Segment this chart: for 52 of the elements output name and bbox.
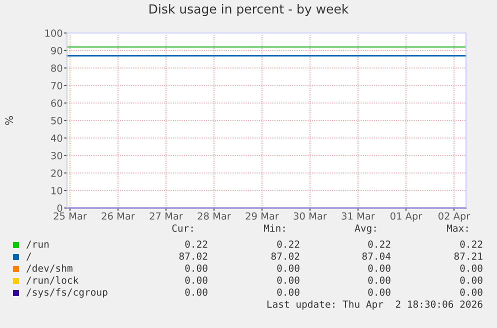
text: 87.02 [271,252,300,260]
y-tick-label: 30 [51,152,62,160]
y-tick-label: 80 [51,64,62,72]
y-tick-label: 40 [50,134,62,142]
text: 0.00 [460,264,482,272]
legend-label: /run/lock [26,276,79,285]
text: 87.21 [454,252,482,260]
y-tick-label: 60 [51,99,62,107]
text: 0.00 [277,288,300,296]
legend-label: /sys/fs/cgroup [26,288,108,298]
text: 0.00 [368,276,390,284]
y-tick-label: 20 [51,169,62,177]
text: 0.00 [277,264,300,272]
x-tick-label: 25 Mar [54,212,87,220]
y-axis-title: % [5,116,14,125]
text: 0.00 [277,276,300,284]
text: Max: [446,224,468,232]
text: 0.00 [460,288,482,296]
text: Min: [264,224,285,232]
text: 0.00 [185,264,208,272]
y-tick-label: 50 [51,116,62,124]
x-tick-label: 28 Mar [198,212,231,220]
chart-title: Disk usage in percent - by week [150,4,349,16]
x-tick-label: 30 Mar [294,212,327,220]
text: 0.00 [185,288,208,296]
text: Cur: [172,224,193,232]
text: 0.22 [368,240,390,248]
x-tick-label: 01 Apr [390,212,422,222]
text: 0.22 [185,240,208,248]
x-tick-label: 26 Mar [102,212,135,220]
y-tick-label: 10 [52,186,62,194]
text: 0.22 [277,240,300,248]
text: 0.00 [185,276,208,284]
text: 0.00 [368,264,390,272]
legend-label: / [26,252,32,261]
x-tick-label: 29 Mar [246,212,279,220]
x-tick-label: 27 Mar [150,212,183,220]
x-tick-label: 02 Apr [438,212,470,222]
legend-label: /run [26,240,49,249]
y-tick-label: 100 [45,29,62,37]
legend-label: /dev/shm [26,264,72,273]
text: Avg: [354,224,376,234]
text: 87.02 [179,252,208,260]
text: 0.00 [368,288,390,296]
x-tick-label: 31 Mar [342,212,375,220]
text: 87.04 [362,252,391,260]
text: Last update: Thu Apr 2 18:30:06 2026 [267,300,482,310]
y-tick-label: 0 [57,204,62,212]
y-tick-label: 70 [51,82,62,90]
text: 0.00 [460,276,482,284]
y-tick-label: 90 [51,46,62,54]
text: 0.22 [460,240,482,248]
